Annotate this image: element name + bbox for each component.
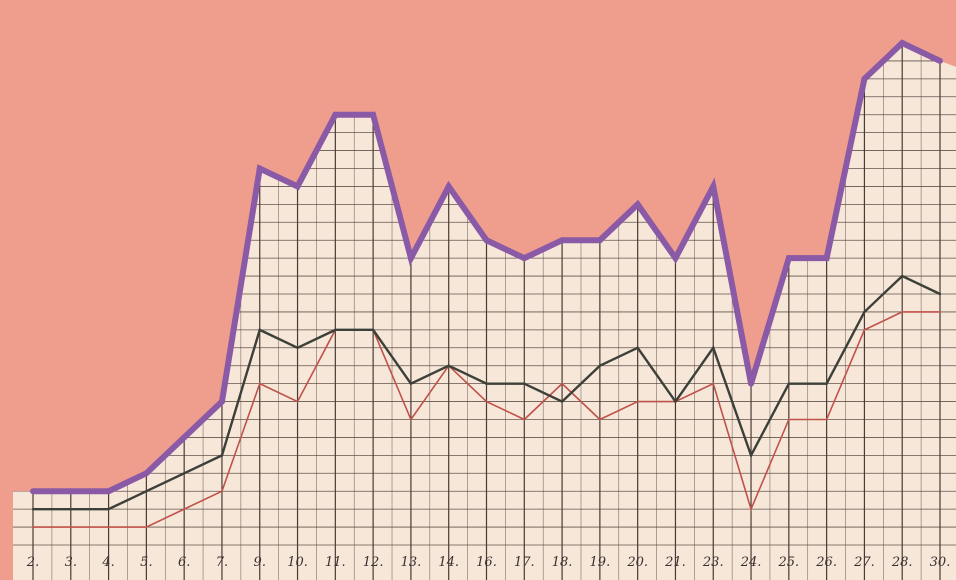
data-point <box>599 418 601 421</box>
x-tick-label: 6. <box>178 555 190 570</box>
data-point <box>371 328 375 332</box>
x-tick-label: 25. <box>777 555 799 570</box>
data-point <box>221 490 223 493</box>
data-point <box>561 382 563 385</box>
x-tick-label: 12. <box>363 555 384 570</box>
data-point <box>334 328 337 332</box>
x-tick-label: 9. <box>254 555 266 570</box>
x-tick-label: 30. <box>930 555 951 570</box>
data-point <box>485 400 488 403</box>
data-point <box>596 237 603 244</box>
data-point <box>370 111 377 118</box>
data-point <box>407 255 414 262</box>
data-point <box>485 382 488 385</box>
x-tick-label: 11. <box>325 555 346 570</box>
data-point <box>939 311 941 313</box>
data-point <box>447 364 450 367</box>
data-point <box>218 398 225 405</box>
x-tick-label: 7. <box>216 555 228 570</box>
data-point <box>296 346 299 349</box>
data-point <box>258 382 261 385</box>
data-point <box>296 400 299 403</box>
data-point <box>483 237 490 244</box>
x-tick-label: 2. <box>26 555 39 570</box>
x-tick-label: 20. <box>626 555 648 570</box>
data-point <box>69 507 72 511</box>
data-point <box>560 400 564 403</box>
data-point <box>825 418 828 421</box>
data-point <box>143 470 150 477</box>
x-tick-label: 26. <box>815 555 837 570</box>
data-point <box>748 380 755 387</box>
data-point <box>32 526 34 528</box>
data-point <box>712 346 715 349</box>
data-point <box>409 382 413 385</box>
data-point <box>523 418 526 421</box>
data-point <box>861 75 868 82</box>
data-point <box>145 490 148 493</box>
data-point <box>332 111 339 118</box>
data-point <box>105 488 112 495</box>
data-point <box>863 329 866 331</box>
data-point <box>30 488 36 495</box>
data-point <box>712 382 715 385</box>
data-point <box>559 237 566 244</box>
data-point <box>67 488 74 495</box>
data-point <box>256 165 263 172</box>
data-point <box>181 434 188 441</box>
x-tick-label: 5. <box>140 555 152 570</box>
x-tick-label: 21. <box>664 555 686 570</box>
data-point <box>31 507 35 511</box>
data-point <box>258 328 261 332</box>
x-tick-label: 28. <box>891 555 913 570</box>
data-point <box>636 346 639 349</box>
x-tick-label: 10. <box>287 555 308 570</box>
x-tick-label: 4. <box>101 555 114 570</box>
data-point <box>788 418 790 421</box>
x-tick-label: 17. <box>514 555 535 570</box>
data-point <box>445 183 452 190</box>
data-point <box>899 40 906 46</box>
x-tick-label: 13. <box>401 555 422 570</box>
x-tick-label: 19. <box>590 555 611 570</box>
data-point <box>107 507 110 511</box>
data-point <box>710 183 717 190</box>
data-point <box>938 292 942 296</box>
data-point <box>749 454 753 457</box>
data-point <box>598 364 602 367</box>
data-point <box>523 382 526 385</box>
data-point <box>69 526 72 528</box>
data-point <box>750 508 752 510</box>
x-tick-label: 14. <box>438 555 459 570</box>
data-point <box>937 57 943 64</box>
x-tick-label: 24. <box>740 555 762 570</box>
data-point <box>182 472 186 475</box>
data-point <box>863 310 866 314</box>
x-tick-label: 3. <box>65 555 77 570</box>
data-point <box>674 400 677 403</box>
data-point <box>823 255 830 262</box>
data-point <box>672 255 679 262</box>
x-tick-label: 18. <box>552 555 573 570</box>
data-point <box>183 508 185 510</box>
data-point <box>636 400 639 403</box>
graph-paper-area <box>13 43 956 580</box>
data-point <box>294 183 301 190</box>
data-point <box>410 418 412 421</box>
data-point <box>901 311 904 313</box>
x-tick-label: 16. <box>476 555 497 570</box>
x-tick-label: 23. <box>702 555 724 570</box>
data-point <box>220 454 224 457</box>
data-point <box>145 526 148 528</box>
data-point <box>901 274 904 278</box>
data-point <box>107 526 110 528</box>
data-point <box>521 255 528 262</box>
data-point <box>634 201 641 208</box>
data-point <box>787 382 791 385</box>
data-point <box>785 255 792 262</box>
x-tick-label: 27. <box>853 555 875 570</box>
data-point <box>825 382 828 385</box>
